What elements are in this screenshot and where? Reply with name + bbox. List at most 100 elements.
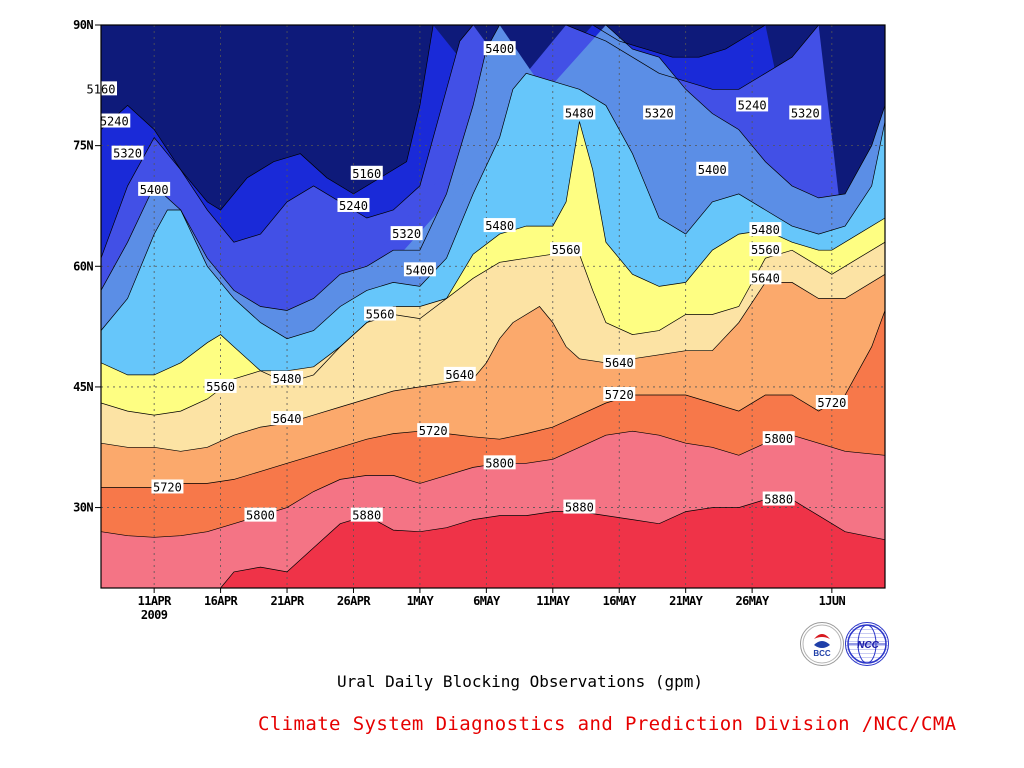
- contour-label-box: [749, 270, 782, 285]
- contour-label: 5240: [736, 97, 769, 112]
- contour-label-box: [390, 226, 423, 241]
- contour-label: 5560: [550, 242, 583, 257]
- contour-label: 5720: [603, 386, 636, 402]
- contour-label-text: 5720: [605, 388, 634, 402]
- contour-label-text: 5640: [445, 368, 474, 382]
- contour-label-text: 5880: [565, 501, 594, 515]
- contour-label: 5240: [337, 197, 370, 213]
- x-tick-label: 21MAY: [669, 594, 703, 608]
- isoline-5720-2: [101, 310, 885, 488]
- contour-label-box: [111, 145, 144, 160]
- contour-label: 5640: [271, 411, 304, 426]
- contour-label-text: 5640: [605, 356, 634, 370]
- y-tick-label: 45N: [73, 380, 93, 394]
- contour-label-box: [417, 423, 450, 438]
- contour-label-text: 5480: [565, 106, 594, 120]
- contour-label: 5400: [403, 262, 436, 277]
- svg-text:BCC: BCC: [813, 649, 831, 658]
- contour-label-text: 5800: [485, 456, 514, 470]
- contour-label-box: [443, 366, 476, 381]
- contour-label-text: 5240: [339, 199, 368, 213]
- contour-label-text: 5560: [552, 243, 581, 257]
- contour-label: 5880: [350, 507, 383, 523]
- contour-label-text: 5560: [751, 243, 780, 257]
- contour-label-text: 5320: [791, 106, 820, 120]
- contour-label-box: [98, 113, 131, 128]
- contour-label-box: [762, 431, 795, 446]
- isoline-5640-3: [101, 274, 885, 452]
- contour-label-box: [337, 197, 370, 212]
- isoline-5400-6: [101, 25, 885, 340]
- contour-label-text: 5160: [352, 167, 381, 181]
- isoline-5320-8: [605, 25, 885, 199]
- isoline-5240-10: [565, 25, 819, 90]
- ncc-logo: NCC: [845, 622, 889, 666]
- contour-label-box: [483, 218, 516, 233]
- contour-label-box: [350, 507, 383, 522]
- contour-label: 5320: [789, 105, 822, 120]
- contour-label-box: [271, 370, 304, 385]
- band-above-5880-0: [101, 499, 885, 588]
- contour-label: 5320: [111, 145, 144, 161]
- contour-label-text: 5400: [698, 163, 727, 177]
- contour-label-box: [483, 41, 516, 56]
- contour-label-text: 5480: [273, 372, 302, 386]
- contour-label-text: 5480: [751, 223, 780, 237]
- x-tick-label: 11APR: [138, 594, 172, 608]
- contour-label-box: [550, 242, 583, 257]
- isoline-5880-0: [220, 499, 885, 588]
- contour-label-box: [350, 165, 383, 180]
- contour-label: 5800: [483, 455, 516, 470]
- plot-frame: [100, 24, 886, 589]
- contour-label: 5640: [443, 366, 476, 382]
- contour-label-box: [204, 378, 237, 393]
- contour-label-text: 5720: [153, 480, 182, 494]
- contour-label: 5480: [271, 370, 304, 386]
- contour-label-box: [603, 386, 636, 401]
- isoline-5160-11: [101, 25, 434, 211]
- contour-label-text: 5240: [100, 115, 129, 129]
- year-label: 2009: [141, 608, 168, 622]
- x-tick-label: 21APR: [270, 594, 304, 608]
- x-tick-label: 16APR: [204, 594, 238, 608]
- contour-label-text: 5720: [817, 396, 846, 410]
- contour-label-box: [271, 411, 304, 426]
- contour-label: 5640: [749, 270, 782, 285]
- contour-label-text: 5400: [140, 183, 169, 197]
- contour-label: 5400: [696, 161, 729, 177]
- contour-label-text: 5640: [751, 271, 780, 285]
- isoline-5560-4: [101, 241, 885, 416]
- bcc-logo: BCC: [800, 622, 844, 666]
- isoline-5160-12: [592, 25, 766, 58]
- contour-label-text: 5320: [113, 147, 142, 161]
- contour-label-text: 5720: [419, 424, 448, 438]
- contour-label-box: [762, 491, 795, 506]
- contour-label: 5320: [390, 226, 423, 241]
- contour-label: 5720: [417, 423, 450, 438]
- x-tick-label: 6MAY: [473, 594, 501, 608]
- ncc-globe-icon: NCC: [847, 624, 887, 664]
- contour-label: 5480: [749, 222, 782, 237]
- contour-label: 5880: [563, 499, 596, 515]
- contour-label-box: [483, 455, 516, 470]
- contour-label-box: [815, 395, 848, 410]
- contour-label: 5720: [151, 479, 184, 494]
- svg-text:NCC: NCC: [857, 640, 879, 651]
- chart-title: Ural Daily Blocking Observations (gpm): [336, 672, 704, 691]
- contour-label-box: [244, 507, 277, 522]
- contour-label: 5480: [483, 218, 516, 233]
- contour-label-text: 5240: [738, 98, 767, 112]
- contour-label: 5240: [98, 113, 131, 129]
- contour-label: 5320: [643, 105, 676, 120]
- y-tick-label: 90N: [73, 18, 93, 32]
- contour-label-text: 5400: [485, 42, 514, 56]
- contour-label: 5480: [563, 105, 596, 120]
- contour-label: 5560: [364, 306, 397, 322]
- contour-label-text: 5880: [352, 509, 381, 523]
- isoline-5320-7: [101, 25, 500, 311]
- contour-label-box: [138, 181, 171, 196]
- contour-label: 5880: [762, 491, 795, 507]
- contour-label: 5400: [138, 181, 171, 197]
- contour-label-text: 5560: [366, 308, 395, 322]
